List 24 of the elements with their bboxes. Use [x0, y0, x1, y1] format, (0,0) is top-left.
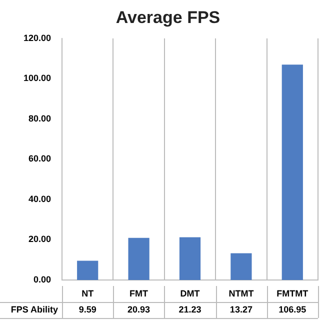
bar — [128, 238, 150, 280]
data-label: 21.23 — [178, 304, 202, 314]
x-tick-label: FMT — [130, 288, 149, 298]
data-label: 13.27 — [230, 304, 252, 314]
bar — [77, 260, 98, 280]
x-tick-label: NTMT — [228, 288, 254, 298]
y-tick-label: 20.00 — [28, 234, 51, 244]
x-tick-label: DMT — [180, 288, 200, 298]
y-tick-label: 80.00 — [28, 113, 51, 124]
y-tick-label: 0.00 — [33, 274, 51, 284]
text: FPS Ability — [10, 304, 58, 314]
data-label: 9.59 — [78, 304, 96, 314]
y-tick-label: 120.00 — [23, 32, 51, 43]
bar — [230, 253, 252, 280]
chart-title: Average FPS — [116, 8, 220, 27]
bar — [282, 64, 303, 280]
data-label: 106.95 — [278, 304, 306, 314]
y-tick-label: 100.00 — [23, 73, 51, 84]
bar — [179, 237, 201, 280]
x-tick-label: NT — [82, 288, 94, 298]
data-label: 20.93 — [128, 304, 150, 314]
x-tick-label: FMTMT — [276, 288, 309, 298]
y-tick-label: 40.00 — [28, 194, 51, 204]
y-tick-label: 60.00 — [28, 154, 51, 164]
